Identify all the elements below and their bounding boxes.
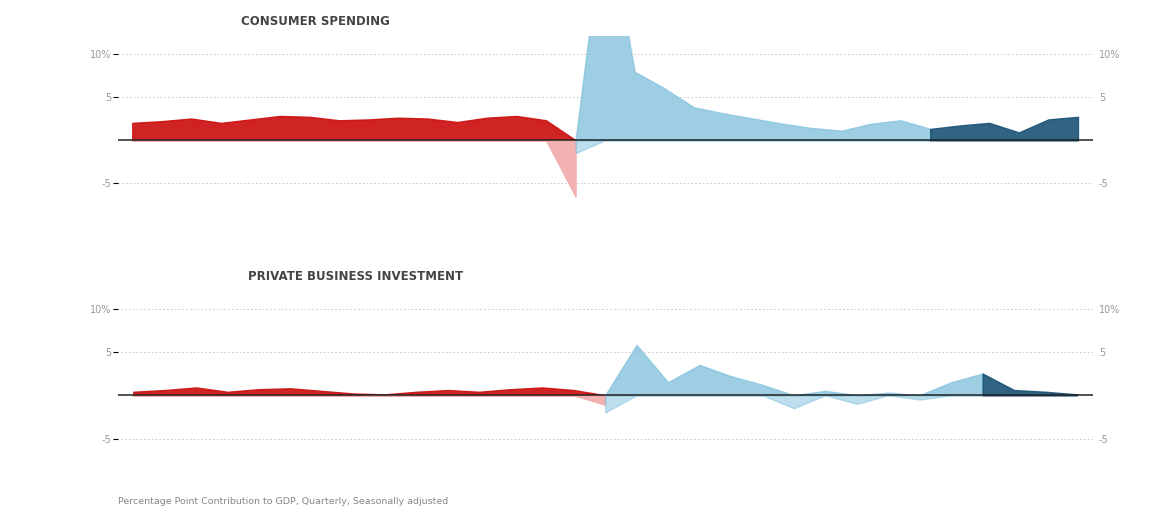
Text: Percentage Point Contribution to GDP, Quarterly, Seasonally adjusted: Percentage Point Contribution to GDP, Qu… [118, 497, 448, 506]
Text: CONSUMER SPENDING: CONSUMER SPENDING [241, 15, 390, 28]
Text: PRIVATE BUSINESS INVESTMENT: PRIVATE BUSINESS INVESTMENT [248, 270, 463, 283]
